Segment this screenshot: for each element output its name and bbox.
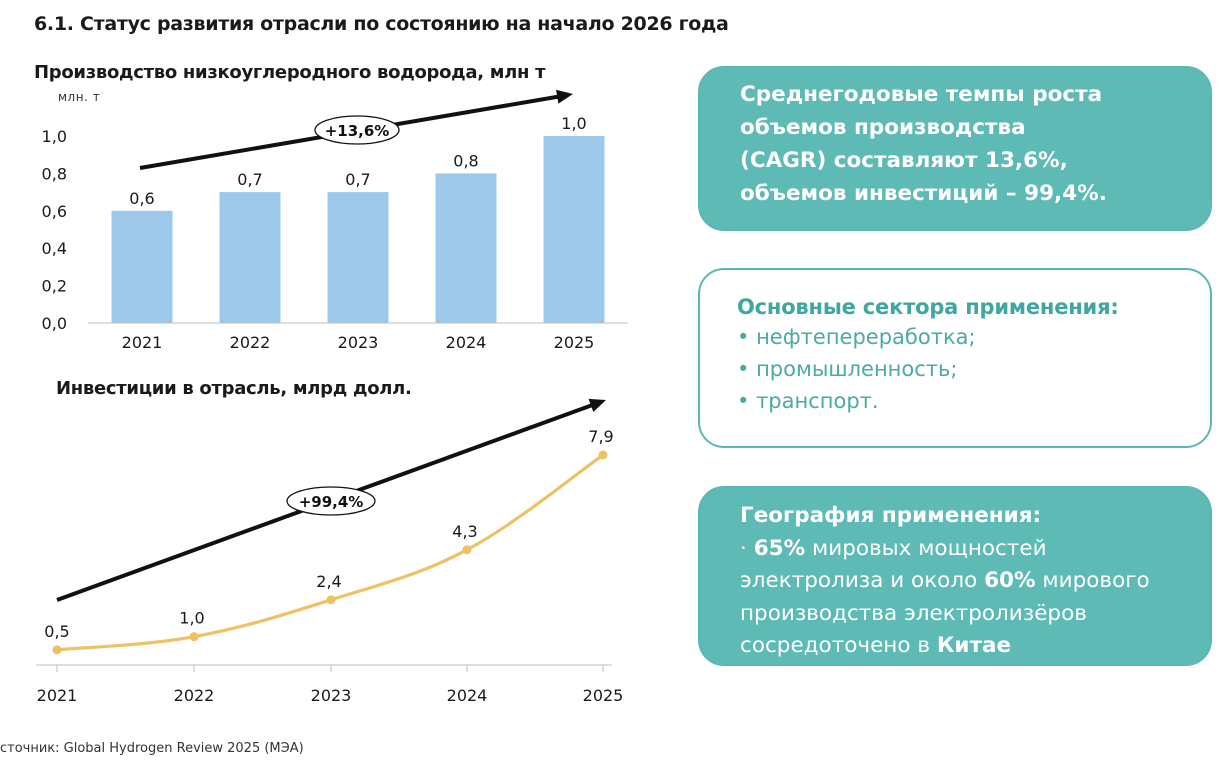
cagr-line-4: объемов инвестиций – 99,4%. (740, 181, 1107, 206)
data-label: 0,7 (345, 170, 370, 189)
data-label: 1,0 (561, 114, 586, 133)
y-tick-label: 0,6 (42, 202, 67, 221)
sector-item: промышленность; (737, 353, 1210, 385)
page-title: 6.1. Статус развития отрасли по состояни… (34, 13, 729, 35)
x-tick-label: 2021 (37, 686, 78, 705)
cagr-line-1: Среднегодовые темпы роста (740, 82, 1103, 107)
data-label: 7,9 (588, 427, 613, 446)
line-chart-title: Инвестиции в отрасль, млрд долл. (56, 378, 412, 399)
geography-text: · 65% мировых мощностей электролиза и ок… (740, 535, 1150, 659)
x-tick-label: 2024 (447, 686, 488, 705)
sectors-card: Основные сектора применения: нефтеперера… (698, 268, 1212, 448)
x-tick-label: 2022 (174, 686, 215, 705)
data-point (598, 450, 608, 460)
geography-card: География применения: · 65% мировых мощн… (698, 486, 1212, 666)
bar (435, 173, 497, 323)
x-tick-label: 2023 (338, 333, 379, 352)
pct-electrolysis: 65% (753, 535, 806, 561)
pct-electrolyzers: 60% (984, 568, 1036, 593)
data-point (326, 595, 336, 605)
sector-item: транспорт. (737, 385, 1210, 417)
bar (327, 192, 389, 323)
cagr-card: Среднегодовые темпы роста объемов произв… (698, 66, 1212, 231)
country-name: Китае (936, 633, 1012, 658)
y-tick-label: 0,0 (42, 314, 67, 333)
bar (543, 136, 605, 323)
geography-title: География применения: (740, 503, 1042, 528)
bar-chart: 0,0 0,2 0,4 0,6 0,8 1,0 0,6 2021 0,7 2022 0,7 2023 0… (42, 89, 628, 352)
data-point (52, 645, 62, 655)
bar-chart-unit-label: млн. т (58, 90, 101, 104)
y-tick-label: 0,8 (42, 164, 67, 183)
trend-label: +99,4% (299, 493, 364, 511)
y-tick-label: 1,0 (42, 127, 67, 146)
trend-badge (314, 115, 400, 145)
trend-label: +13,6% (325, 122, 390, 140)
data-label: 4,3 (452, 522, 477, 541)
x-tick-label: 2023 (311, 686, 352, 705)
trend-badge (286, 486, 376, 516)
x-tick-label: 2022 (230, 333, 271, 352)
sectors-title: Основные сектора применения: (737, 295, 1119, 319)
cagr-line-3: (CAGR) составляют 13,6%, (740, 148, 1068, 173)
x-tick-label: 2025 (583, 686, 624, 705)
cagr-line-2: объемов производства (740, 115, 1026, 140)
bar (111, 210, 173, 323)
x-tick-label: 2021 (122, 333, 163, 352)
data-label: 0,8 (453, 151, 478, 170)
data-label: 0,5 (44, 622, 69, 641)
data-point (462, 545, 472, 555)
bullet: · (740, 535, 747, 561)
source-note: сточник: Global Hydrogen Review 2025 (МЭ… (0, 741, 304, 756)
sector-item: нефтепереработка; (737, 321, 1210, 353)
x-tick-label: 2024 (446, 333, 487, 352)
data-point (189, 632, 199, 642)
y-tick-label: 0,4 (42, 239, 67, 258)
series-line (56, 453, 604, 652)
x-tick-label: 2025 (554, 333, 595, 352)
sectors-list: нефтепереработка; промышленность; трансп… (737, 321, 1210, 417)
bar (219, 192, 281, 323)
y-tick-label: 0,2 (42, 277, 67, 296)
bar-chart-title: Производство низкоуглеродного водорода, … (34, 62, 546, 83)
data-label: 1,0 (179, 609, 204, 628)
data-label: 2,4 (316, 572, 341, 591)
data-label: 0,7 (237, 170, 262, 189)
trend-arrow-head (588, 398, 606, 413)
line-chart: 0,5 2021 1,0 2022 2,4 2023 4,3 2024 7,9 2025 +99,4… (36, 398, 624, 705)
data-label: 0,6 (129, 189, 154, 208)
trend-arrow-head (556, 89, 573, 104)
